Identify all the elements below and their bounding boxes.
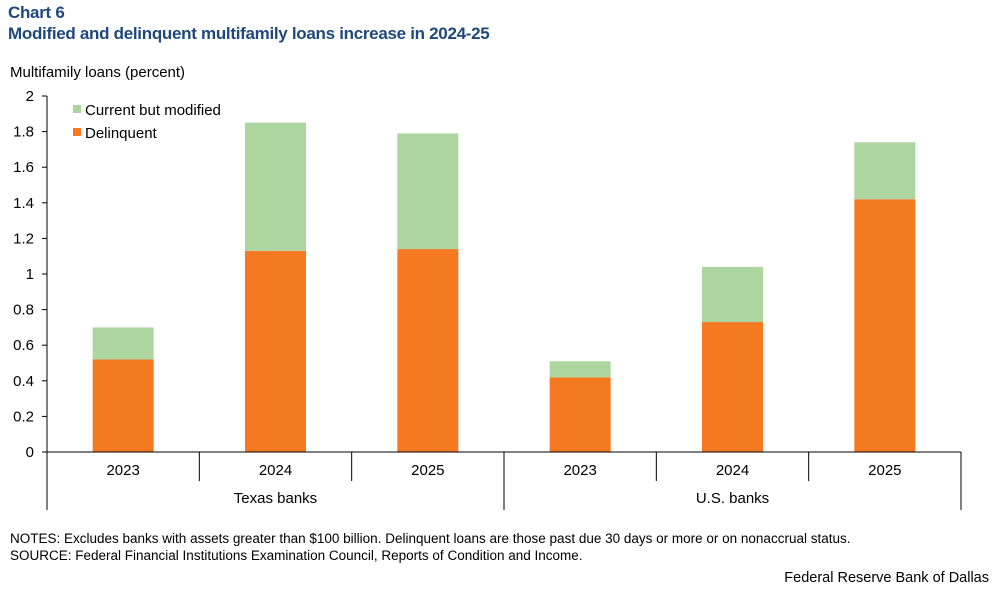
x-tick-label: 2024 <box>259 462 292 479</box>
y-tick-label: 0.6 <box>13 337 34 354</box>
credit-text: Federal Reserve Bank of Dallas <box>784 570 989 586</box>
y-tick-label: 0.8 <box>13 302 34 319</box>
notes-block: NOTES: Excludes banks with assets greate… <box>10 530 850 564</box>
y-tick-label: 1.6 <box>13 159 34 176</box>
bar-delinquent <box>549 377 611 452</box>
legend-swatch <box>73 128 81 136</box>
bar-current-but-modified <box>702 266 763 323</box>
y-axis-ticks: 0 0.2 0.4 0.6 0.8 1 1.2 1.4 1.6 1.8 2 <box>13 88 48 461</box>
x-tick-label: 2024 <box>716 462 749 479</box>
source-text: SOURCE: Federal Financial Institutions E… <box>10 548 583 563</box>
legend-label: Delinquent <box>85 125 158 142</box>
notes-text: NOTES: Excludes banks with assets greate… <box>10 531 851 546</box>
x-tick-label: 2025 <box>411 462 444 479</box>
bar-delinquent <box>854 199 916 452</box>
legend: Current but modified Delinquent <box>73 102 221 142</box>
legend-swatch <box>73 105 81 113</box>
x-tick-label: 2025 <box>868 462 901 479</box>
y-tick-label: 0.2 <box>13 408 34 425</box>
x-group-label: Texas banks <box>234 490 317 507</box>
chart-label: Chart 6 <box>8 3 65 22</box>
x-axis: 2023 2024 2025 2023 2024 2025 Texas banks U.S. … <box>46 451 962 510</box>
legend-label: Current but modified <box>85 102 221 119</box>
chart-title: Modified and delinquent multifamily loan… <box>8 24 490 43</box>
y-tick-label: 1.2 <box>13 230 34 247</box>
x-tick-label: 2023 <box>563 462 596 479</box>
bars <box>92 122 916 452</box>
bar-current-but-modified <box>549 361 611 378</box>
y-tick-label: 1 <box>26 266 34 283</box>
bar-current-but-modified <box>397 133 459 250</box>
y-tick-label: 0.4 <box>13 373 34 390</box>
bar-delinquent <box>245 250 306 452</box>
y-axis-label: Multifamily loans (percent) <box>10 64 186 81</box>
y-tick-label: 2 <box>26 88 34 105</box>
bar-delinquent <box>702 322 763 452</box>
bar-delinquent <box>92 359 154 452</box>
bar-current-but-modified <box>245 122 306 251</box>
bar-delinquent <box>397 249 459 452</box>
y-tick-label: 1.8 <box>13 124 34 141</box>
y-tick-label: 1.4 <box>13 195 34 212</box>
bar-current-but-modified <box>92 327 154 360</box>
bar-current-but-modified <box>854 142 916 200</box>
y-tick-label: 0 <box>26 444 34 461</box>
x-tick-label: 2023 <box>106 462 139 479</box>
x-group-label: U.S. banks <box>696 490 769 507</box>
